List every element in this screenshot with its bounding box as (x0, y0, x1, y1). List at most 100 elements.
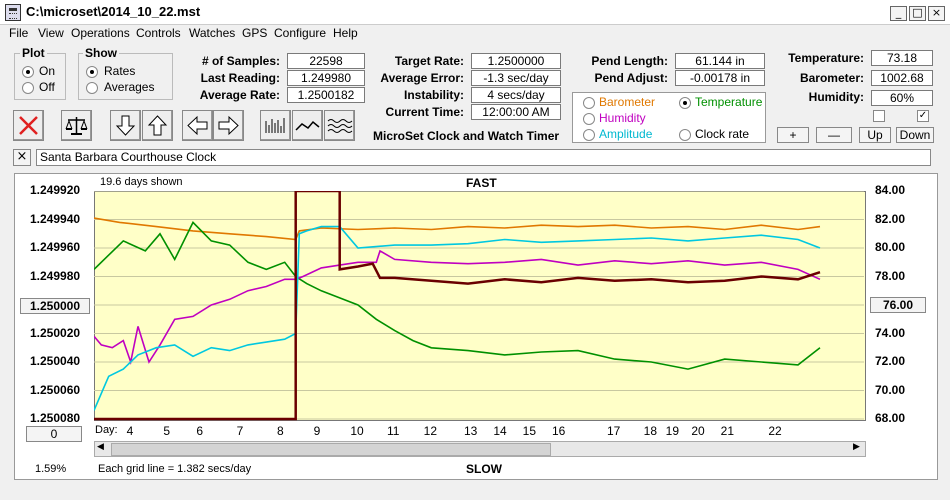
plot-legend: Plot (20, 46, 47, 60)
y-left-tick: 1.250060 (30, 382, 81, 397)
barometer-radio[interactable] (583, 97, 595, 109)
y-right-tick: 78.00 (875, 268, 906, 283)
line-view-button[interactable] (292, 110, 323, 141)
x-tick: 22 (768, 424, 782, 438)
day-label: Day: (95, 424, 118, 436)
y-right-tick: 74.00 (875, 325, 906, 340)
temperature-radio[interactable] (679, 97, 691, 109)
scroll-left-icon[interactable]: ◀ (97, 442, 104, 452)
humidity-option: Humidity (599, 111, 646, 125)
menu-help[interactable]: Help (333, 26, 358, 40)
clock-rate-option: Clock rate (695, 127, 750, 141)
title-bar (0, 0, 950, 25)
app-icon[interactable] (5, 4, 21, 21)
arrow-right-icon (218, 115, 239, 136)
show-averages-label: Averages (104, 80, 155, 94)
x-tick: 11 (387, 424, 400, 438)
x-tick: 13 (464, 424, 478, 438)
y-right-tick: 70.00 (875, 382, 906, 397)
x-tick: 16 (552, 424, 566, 438)
arrow-up-button[interactable] (142, 110, 173, 141)
fast-label: FAST (466, 176, 497, 190)
menu-watches[interactable]: Watches (189, 26, 236, 40)
clear-description-button[interactable]: × (13, 149, 31, 166)
zoom-percent: 1.59% (35, 463, 67, 475)
barometer-field: 1002.68 (871, 70, 933, 86)
y-left-tick: 1.249920 (30, 183, 81, 197)
minus-button[interactable]: — (816, 127, 852, 143)
x-tick: 15 (522, 424, 537, 438)
down-button[interactable]: Down (896, 127, 934, 143)
left-checkbox[interactable] (873, 110, 885, 122)
up-button[interactable]: Up (859, 127, 891, 143)
show-rates-radio[interactable] (86, 66, 98, 78)
y-right-tick: 72.00 (875, 354, 906, 368)
menu-view[interactable]: View (38, 26, 64, 40)
humidity-label: Humidity: (808, 90, 864, 104)
average-rate-field: 1.2500182 (287, 87, 365, 103)
clock-rate-radio[interactable] (679, 129, 691, 141)
samples-field: 22598 (287, 53, 365, 69)
menu-controls[interactable]: Controls (136, 26, 181, 40)
barometer-label: Barometer: (799, 71, 864, 85)
plot-off-radio[interactable] (22, 82, 34, 94)
arrow-down-button[interactable] (110, 110, 141, 141)
bars-view-button[interactable] (260, 110, 291, 141)
y-left-tick: 1.250020 (30, 325, 81, 340)
menu-configure[interactable]: Configure (274, 26, 327, 40)
pend-adjust-label: Pend Adjust: (594, 71, 668, 85)
x-tick: 5 (163, 424, 171, 438)
minimize-button[interactable]: _ (890, 6, 907, 21)
close-button[interactable]: × (928, 6, 945, 21)
menu-gps[interactable]: GPS (242, 26, 268, 40)
balance-button[interactable] (61, 110, 92, 141)
rate-chart (94, 191, 864, 421)
center-rate-button[interactable]: 1.250000 (20, 298, 90, 314)
wave-view-button[interactable] (324, 110, 355, 141)
target-rate-field[interactable]: 1.2500000 (471, 53, 561, 69)
right-scale-button[interactable]: 76.00 (870, 297, 926, 313)
arrow-right-button[interactable] (213, 110, 244, 141)
amplitude-radio[interactable] (583, 129, 595, 141)
grid-note: Each grid line = 1.382 secs/day (98, 463, 252, 475)
maximize-button[interactable]: □ (909, 6, 926, 21)
pend-length-field[interactable]: 61.144 in (675, 53, 765, 69)
arrow-left-button[interactable] (182, 110, 213, 141)
x-tick: 14 (493, 424, 507, 438)
plot-on-label: On (39, 64, 56, 78)
clear-button[interactable] (13, 110, 44, 141)
plot-on-radio[interactable] (22, 66, 34, 78)
pend-adjust-field[interactable]: -0.00178 in (675, 70, 765, 86)
arrow-down-icon (115, 115, 136, 136)
scroll-thumb[interactable] (111, 443, 551, 456)
menu-file[interactable]: File (9, 26, 29, 40)
y-left-tick: 1.250040 (30, 354, 81, 368)
pend-length-label: Pend Length: (591, 54, 668, 68)
wave-icon (327, 119, 353, 133)
menu-operations[interactable]: Operations (71, 26, 130, 40)
last-reading-field: 1.249980 (287, 70, 365, 86)
average-error-field: -1.3 sec/day (471, 70, 561, 86)
app-heading: MicroSet Clock and Watch Timer (373, 129, 560, 143)
current-time-field: 12:00:00 AM (471, 104, 561, 120)
y-left-tick: 1.250080 (30, 411, 81, 425)
arrow-up-icon (147, 115, 168, 136)
sensor-selector (572, 92, 766, 143)
plus-button[interactable]: + (777, 127, 809, 143)
horizontal-scrollbar[interactable]: ◀ ▶ (94, 441, 866, 457)
show-group (78, 53, 173, 100)
description-input[interactable]: Santa Barbara Courthouse Clock (36, 149, 931, 166)
red-x-icon (19, 116, 38, 135)
x-tick: 8 (277, 424, 284, 438)
show-averages-radio[interactable] (86, 82, 98, 94)
plot-area[interactable] (94, 191, 866, 421)
y-right-tick: 84.00 (875, 183, 906, 197)
right-checkbox[interactable]: ✓ (917, 110, 929, 122)
y-left-tick: 1.249980 (30, 268, 81, 283)
series-line-3 (94, 225, 821, 411)
humidity-radio[interactable] (583, 113, 595, 125)
bar-chart-icon (265, 118, 285, 133)
scroll-right-icon[interactable]: ▶ (853, 442, 860, 452)
zero-button[interactable]: 0 (26, 426, 82, 442)
x-tick: 18 (643, 424, 658, 438)
